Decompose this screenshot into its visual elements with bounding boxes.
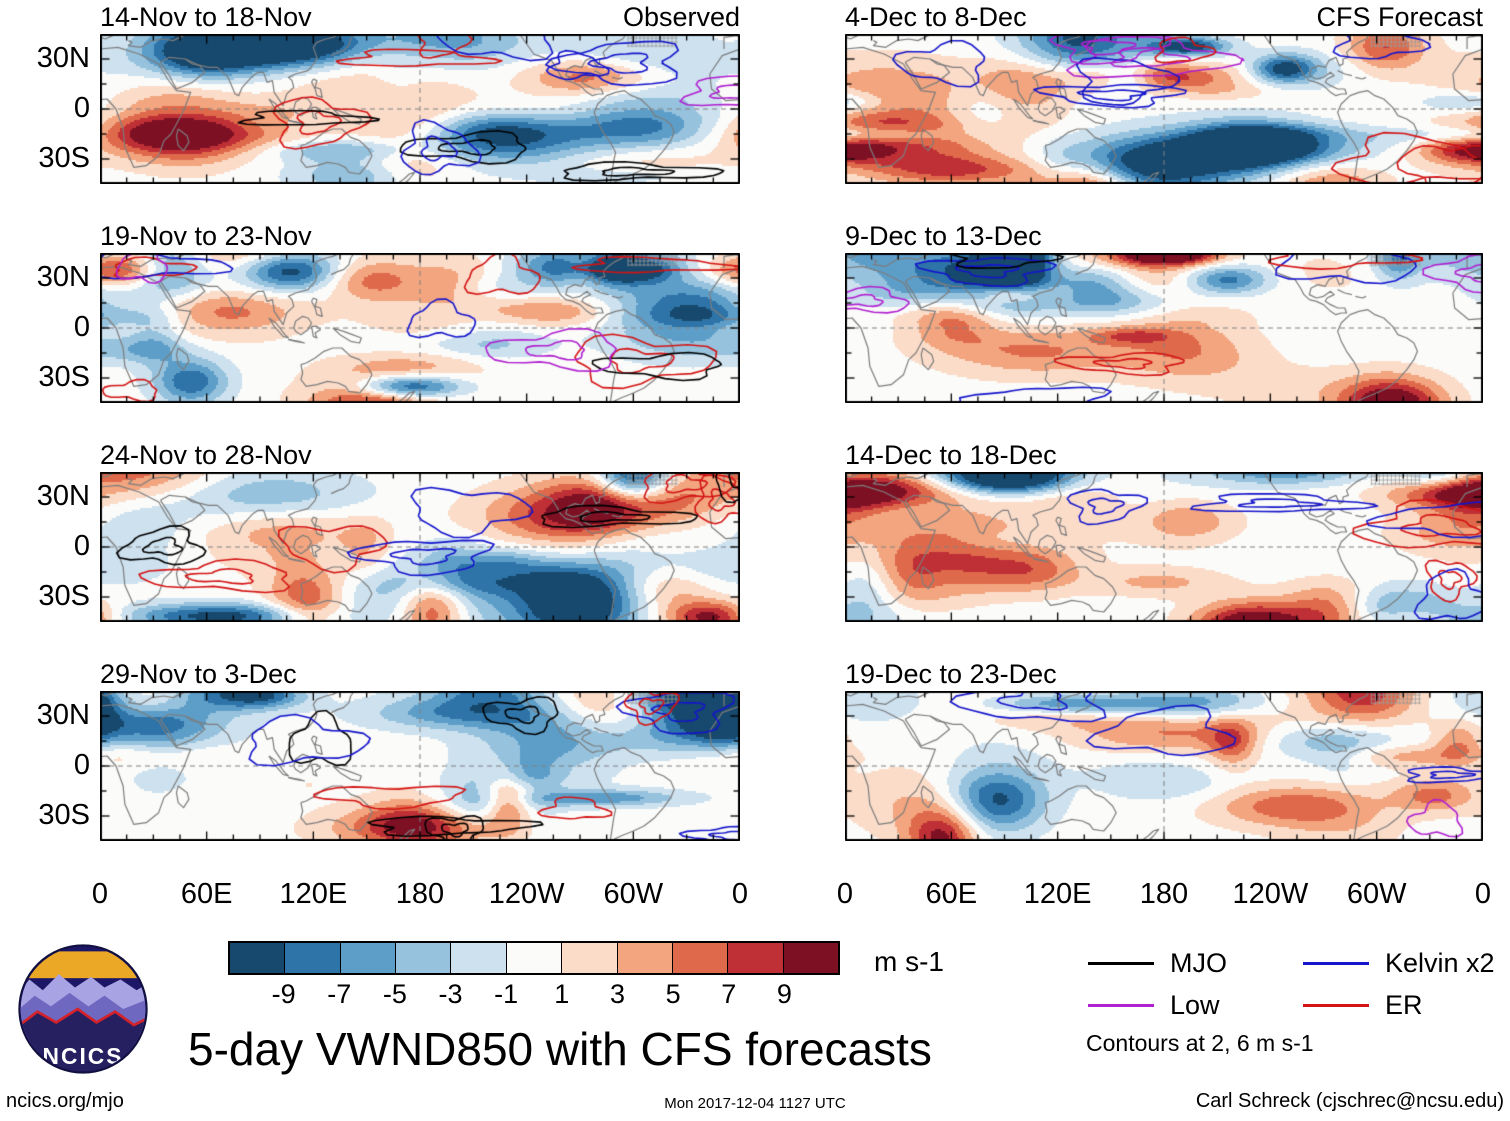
lat-tick-30s: 30S [38,580,90,612]
lat-tick-30n: 30N [36,42,90,74]
panel-title: 9-Dec to 13-Dec [845,221,1042,251]
map-canvas-observed-4 [100,691,740,841]
lat-tick-30n: 30N [36,480,90,512]
colorbar-labels: -9 -7 -5 -3 -1 1 3 5 7 9 [271,979,792,1009]
lat-tick-30s: 30S [38,361,90,393]
map-canvas-forecast-4 [845,691,1483,841]
legend-label-low: Low [1170,990,1220,1020]
lat-tick-0: 0 [73,749,90,781]
lon-tick-60w: 60W [603,878,664,910]
legend-label-er: ER [1385,990,1423,1020]
lat-tick-30s: 30S [38,799,90,831]
lon-tick-120e: 120E [279,878,348,910]
panel-title: 29-Nov to 3-Dec [100,659,297,689]
footer-credit: Carl Schreck (cjschrec@ncsu.edu) [1195,1090,1504,1112]
forecast-column: 4-Dec to 8-Dec CFS Forecast 9-Dec to 13-… [837,2,1491,916]
panel-title: 14-Dec to 18-Dec [845,440,1057,470]
mjo-line-swatch [1088,962,1154,965]
map-canvas-forecast-3 [845,472,1483,622]
lon-axis-forecast: 0 60E 120E 180 120W 60W 0 [837,878,1491,916]
lat-tick-0: 0 [73,92,90,124]
legend-note: Contours at 2, 6 m s-1 [1086,1030,1314,1056]
lon-tick-180: 180 [1139,878,1189,910]
panel-title: 4-Dec to 8-Dec [845,2,1027,32]
lon-tick-360: 0 [731,878,749,910]
logo-text: NCICS [43,1043,124,1069]
lon-tick-0: 0 [91,878,109,910]
panel-title: 14-Nov to 18-Nov [100,2,312,32]
legend-item-kelvin: Kelvin x2 [1303,948,1495,979]
panel-title: 24-Nov to 28-Nov [100,440,312,470]
lon-tick-120e: 120E [1023,878,1092,910]
legend-label-kelvin: Kelvin x2 [1385,948,1495,978]
logo-red-ridge-line [20,1007,146,1029]
kelvin-line-swatch [1303,962,1369,965]
lon-tick-60w: 60W [1346,878,1407,910]
footer-timestamp: Mon 2017-12-04 1127 UTC [664,1095,846,1112]
colorbar [228,941,840,975]
colorbar-units: m s-1 [874,946,944,977]
low-line-swatch [1088,1004,1154,1007]
ncics-logo-graphic: NCICS [18,944,148,1074]
column-header-observed: Observed [622,2,740,32]
lon-tick-60e: 60E [925,878,978,910]
map-canvas-observed-3 [100,472,740,622]
figure-title: 5-day VWND850 with CFS forecasts [188,1023,932,1075]
panel-title: 19-Dec to 23-Dec [845,659,1057,689]
lon-tick-120w: 120W [488,878,565,910]
lat-tick-30s: 30S [38,142,90,174]
panel-observed-4: 29-Nov to 3-Dec 30N 0 30S [37,659,740,841]
column-header-forecast: CFS Forecast [1316,2,1483,32]
lon-tick-120w: 120W [1232,878,1309,910]
lon-tick-180: 180 [395,878,445,910]
footer-url: ncics.org/mjo [6,1090,124,1112]
panel-observed-2: 19-Nov to 23-Nov 30N 0 30S [37,221,740,403]
map-canvas-observed-2 [100,253,740,403]
er-line-swatch [1303,1004,1369,1007]
panel-forecast-4: 19-Dec to 23-Dec [845,659,1483,841]
map-canvas-observed-1 [100,34,740,184]
panel-forecast-3: 14-Dec to 18-Dec [845,440,1483,622]
lon-tick-0: 0 [836,878,854,910]
observed-column: 14-Nov to 18-Nov Observed 30N 0 30S 19-N… [37,2,748,916]
legend-item-mjo: MJO [1088,948,1227,979]
legend-item-er: ER [1303,990,1423,1021]
lon-tick-360: 0 [1474,878,1492,910]
legend-item-low: Low [1088,990,1220,1021]
map-canvas-forecast-1 [845,34,1483,184]
ncics-logo: NCICS [16,942,150,1081]
lat-tick-0: 0 [73,311,90,343]
logo-ridge-front [20,1009,146,1072]
panel-forecast-1: 4-Dec to 8-Dec CFS Forecast [845,2,1483,184]
panel-title: 19-Nov to 23-Nov [100,221,312,251]
lat-tick-30n: 30N [36,699,90,731]
lat-tick-0: 0 [73,530,90,562]
panel-observed-1: 14-Nov to 18-Nov Observed 30N 0 30S [37,2,740,184]
map-canvas-forecast-2 [845,253,1483,403]
lon-axis-observed: 0 60E 120E 180 120W 60W 0 [92,878,748,916]
legend-label-mjo: MJO [1170,948,1227,978]
lat-tick-30n: 30N [36,261,90,293]
panel-forecast-2: 9-Dec to 13-Dec [845,221,1483,403]
panel-observed-3: 24-Nov to 28-Nov 30N 0 30S [37,440,740,622]
lon-tick-60e: 60E [180,878,233,910]
